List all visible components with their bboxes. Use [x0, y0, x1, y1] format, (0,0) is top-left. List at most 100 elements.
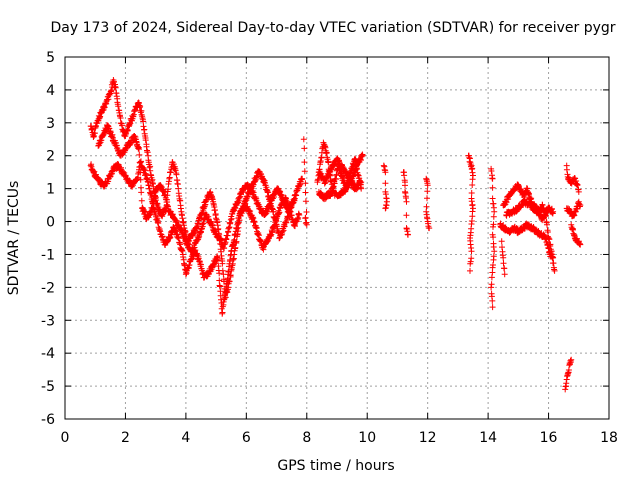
data-point — [301, 145, 308, 152]
data-point — [122, 173, 129, 180]
data-point — [136, 146, 142, 153]
data-point — [490, 213, 497, 220]
data-point — [302, 180, 309, 187]
data-point — [468, 248, 475, 255]
data-point — [136, 151, 143, 158]
data-point — [426, 225, 433, 232]
data-points — [87, 77, 584, 393]
data-point — [291, 195, 298, 202]
y-tick-label: -4 — [41, 346, 55, 362]
data-point — [230, 238, 237, 244]
data-point — [251, 218, 258, 225]
x-tick-label: 6 — [242, 430, 251, 446]
x-tick-label: 14 — [479, 430, 497, 446]
data-point — [301, 168, 308, 175]
y-axis-label: SDTVAR / TECUs — [6, 181, 22, 296]
y-tick-label: -1 — [41, 247, 55, 263]
data-point — [575, 188, 582, 195]
data-point — [469, 182, 476, 188]
data-point — [185, 241, 192, 248]
data-point — [167, 234, 174, 241]
data-point — [325, 159, 332, 166]
data-point — [112, 84, 119, 91]
data-point — [270, 208, 277, 215]
data-point — [245, 207, 252, 214]
data-point — [216, 270, 223, 277]
data-point — [317, 158, 324, 164]
data-point — [501, 265, 508, 272]
data-point — [219, 260, 226, 267]
y-tick-label: -3 — [41, 313, 55, 329]
data-point — [303, 221, 310, 228]
data-point — [490, 256, 497, 263]
data-point — [141, 167, 148, 174]
y-tick-label: -5 — [41, 379, 55, 395]
data-point — [550, 254, 557, 261]
data-point — [574, 181, 581, 188]
data-point — [501, 271, 508, 278]
data-point — [314, 177, 321, 184]
data-point — [563, 166, 570, 173]
data-point — [468, 190, 475, 196]
y-tick-label: 5 — [46, 50, 55, 66]
data-point — [180, 254, 187, 260]
data-point — [266, 201, 273, 208]
plot-frame — [64, 56, 610, 420]
x-tick-label: 8 — [302, 430, 311, 446]
data-point — [405, 231, 411, 238]
data-point — [424, 195, 430, 202]
data-point — [488, 168, 495, 174]
x-tick-label: 12 — [419, 430, 437, 446]
data-point — [402, 182, 408, 189]
data-point — [234, 220, 241, 227]
grid-lines — [65, 57, 609, 419]
x-tick-label: 2 — [121, 430, 130, 446]
data-point — [401, 172, 408, 179]
data-point — [219, 309, 226, 316]
x-tick-label: 4 — [181, 430, 190, 446]
data-point — [550, 208, 557, 215]
data-point — [467, 260, 474, 267]
data-point — [382, 180, 389, 187]
x-tick-label: 0 — [61, 430, 70, 446]
data-point — [382, 205, 389, 212]
data-point — [321, 142, 328, 149]
data-point — [142, 137, 149, 144]
data-point — [359, 152, 366, 159]
data-point — [358, 179, 365, 186]
data-point — [148, 207, 155, 214]
y-tick-label: 0 — [46, 215, 55, 231]
chart-title: Day 173 of 2024, Sidereal Day-to-day VTE… — [50, 20, 615, 36]
data-point — [488, 284, 495, 291]
data-point — [568, 356, 575, 363]
data-point — [138, 189, 145, 196]
data-point — [196, 233, 203, 240]
data-point — [117, 115, 124, 121]
data-point — [147, 167, 154, 174]
data-point — [212, 207, 218, 213]
x-tick-label: 18 — [600, 430, 618, 446]
data-point — [227, 219, 234, 226]
data-point — [276, 209, 283, 216]
data-point — [382, 169, 389, 176]
data-point — [108, 87, 115, 94]
data-point — [149, 200, 156, 207]
data-point — [137, 169, 144, 176]
data-point — [336, 157, 342, 164]
data-point — [300, 136, 307, 143]
x-axis-label: GPS time / hours — [277, 458, 394, 474]
data-point — [577, 202, 584, 209]
data-point — [489, 195, 496, 202]
data-point — [137, 176, 144, 183]
data-point — [136, 159, 143, 166]
data-point — [165, 186, 172, 193]
data-point — [271, 222, 278, 229]
data-point — [301, 159, 308, 166]
data-point — [498, 238, 505, 245]
data-point — [302, 220, 309, 227]
data-point — [500, 254, 507, 261]
data-point — [173, 171, 180, 178]
data-point — [545, 245, 552, 252]
